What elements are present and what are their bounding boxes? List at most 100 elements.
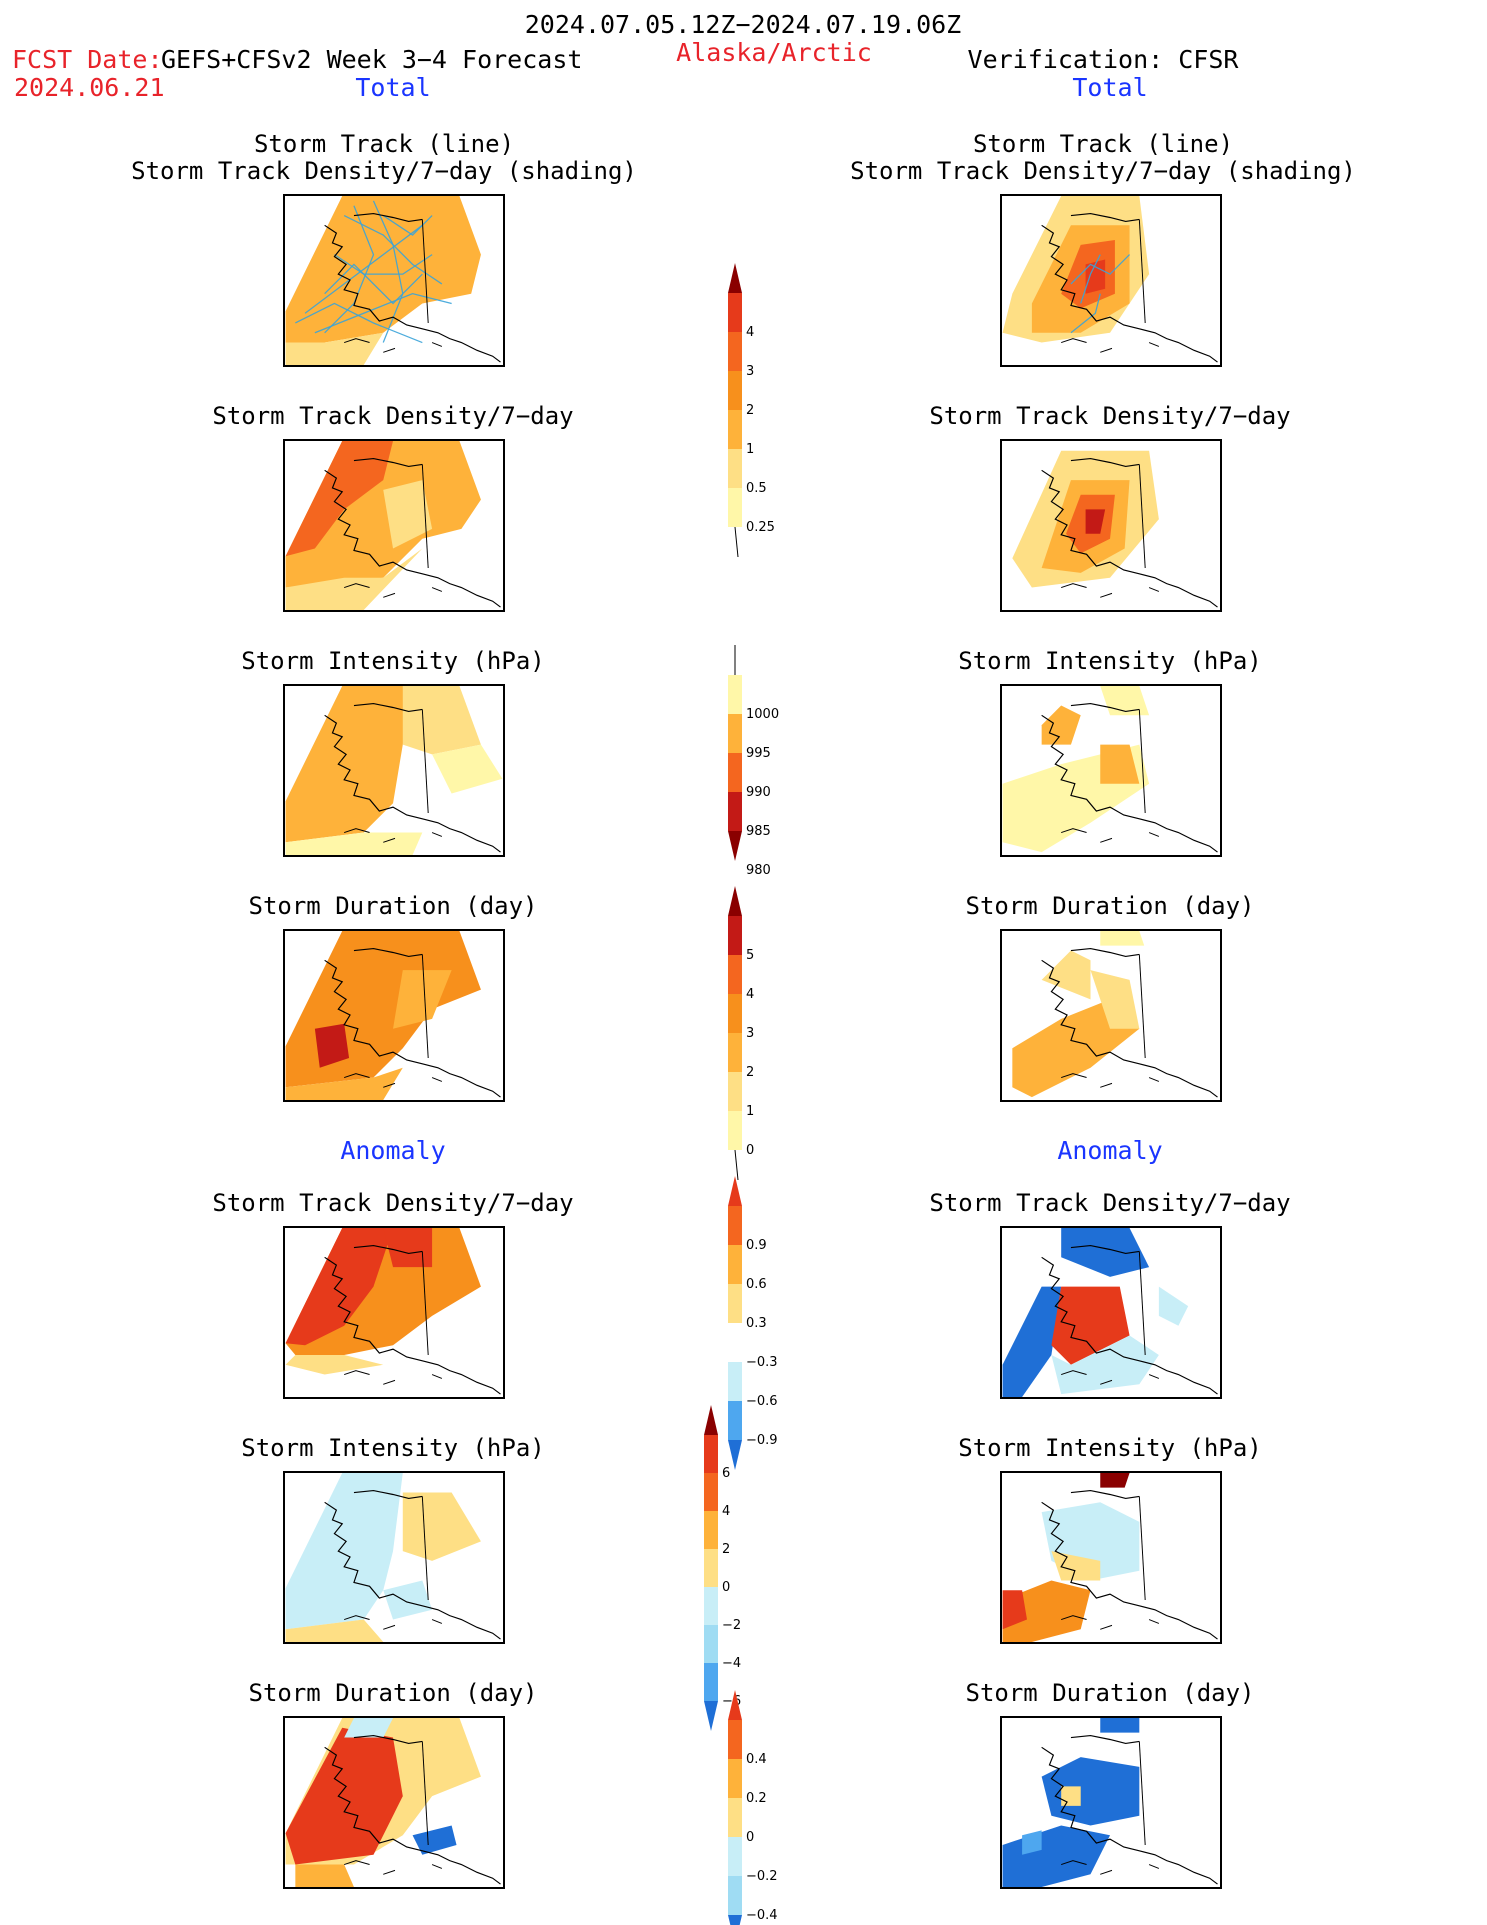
cb-intensity-anom-label-1: 4 bbox=[722, 1504, 730, 1519]
right-intensity-region-2 bbox=[1100, 744, 1140, 784]
cb-density-anom-label-2: 0.3 bbox=[746, 1316, 767, 1331]
right-anom-density-region-3 bbox=[1051, 1335, 1159, 1395]
right-anom-density-title: Storm Track Density/7−day bbox=[929, 1189, 1291, 1217]
left-density-coastline bbox=[324, 469, 501, 608]
right-track-shading-title: Storm Track Density/7−day (shading) bbox=[850, 157, 1356, 185]
map-right-anom-intensity-svg bbox=[1002, 1473, 1220, 1642]
cb-duration-anom-label-4: −0.4 bbox=[746, 1908, 778, 1923]
cb-intensity-anom-segment-1 bbox=[704, 1473, 718, 1511]
right-anom-density-region-2 bbox=[1051, 1286, 1130, 1365]
right-anom-duration-region-3 bbox=[1061, 1786, 1081, 1806]
cb-intensity-anom-top-arrow bbox=[704, 1405, 718, 1435]
map-right-density bbox=[1000, 439, 1222, 612]
left-total-label: Total bbox=[355, 73, 431, 102]
cb-density-total-top-arrow bbox=[728, 263, 742, 293]
cb-intensity-anom-label-3: 0 bbox=[722, 1580, 730, 1595]
region-label: Alaska/Arctic bbox=[676, 38, 872, 67]
left-track-line-title: Storm Track (line) bbox=[253, 130, 515, 158]
map-left-anom-intensity bbox=[283, 1471, 505, 1644]
map-left-anom-duration bbox=[283, 1716, 505, 1889]
map-left-duration bbox=[283, 929, 505, 1102]
left-anom-density-islands bbox=[344, 1370, 443, 1385]
right-intensity-border bbox=[1138, 709, 1146, 814]
left-anom-density-title: Storm Track Density/7−day bbox=[212, 1189, 574, 1217]
left-anom-density-region-1 bbox=[285, 1228, 394, 1346]
left-anom-intensity-title: Storm Intensity (hPa) bbox=[241, 1434, 545, 1462]
left-intensity-region-1 bbox=[402, 686, 481, 755]
colorbar-intensity-anom: 6 4 2 0 −2 −4 −6 bbox=[698, 1405, 768, 1731]
map-right-duration-svg bbox=[1002, 931, 1220, 1100]
left-track-track-1 bbox=[324, 205, 375, 334]
left-track-north-coast bbox=[353, 212, 423, 222]
right-intensity-islands bbox=[1061, 828, 1160, 843]
left-duration-region-2 bbox=[314, 1023, 350, 1068]
left-intensity-border bbox=[421, 709, 429, 814]
left-anom-duration-border bbox=[421, 1741, 429, 1846]
cb-density-anom-label-3: −0.3 bbox=[746, 1355, 778, 1370]
left-intensity-title: Storm Intensity (hPa) bbox=[241, 647, 545, 675]
map-left-anom-duration-svg bbox=[285, 1718, 503, 1887]
cb-duration-total-label-3: 2 bbox=[746, 1065, 754, 1080]
right-track-line-title: Storm Track (line) bbox=[972, 130, 1234, 158]
cb-density-anom-segment-2 bbox=[728, 1284, 742, 1323]
cb-intensity-total-segment-2 bbox=[728, 753, 742, 792]
right-anomaly-label: Anomaly bbox=[1057, 1136, 1163, 1165]
right-intensity-region-0 bbox=[1041, 705, 1081, 745]
cb-intensity-anom-segment-0 bbox=[704, 1435, 718, 1473]
left-track-region-0 bbox=[285, 196, 481, 343]
cb-duration-total-segment-2 bbox=[728, 994, 742, 1033]
right-anom-density-coastline bbox=[1041, 1256, 1218, 1395]
map-left-intensity bbox=[283, 684, 505, 857]
right-anom-intensity-region-3 bbox=[1002, 1580, 1091, 1642]
left-density-north-coast bbox=[353, 457, 423, 467]
left-track-shading-title: Storm Track Density/7−day (shading) bbox=[131, 157, 637, 185]
cb-duration-total-label-4: 1 bbox=[746, 1104, 754, 1119]
right-anom-intensity-region-2 bbox=[1051, 1551, 1101, 1581]
map-right-anom-density bbox=[1000, 1226, 1222, 1399]
cb-duration-anom-label-1: 0.2 bbox=[746, 1791, 767, 1806]
cb-intensity-total-label-4: 980 bbox=[746, 863, 771, 878]
left-track-track-5 bbox=[334, 254, 433, 275]
right-anom-duration-border bbox=[1138, 1741, 1146, 1846]
left-anom-intensity-islands bbox=[344, 1615, 443, 1630]
left-intensity-north-coast bbox=[353, 702, 423, 712]
cb-intensity-total-bottom-arrow bbox=[728, 831, 742, 861]
left-density-border bbox=[421, 464, 429, 569]
left-anom-duration-coastline bbox=[324, 1746, 501, 1885]
colorbar-intensity-total: 1000 995 990 985 980 bbox=[722, 645, 782, 885]
left-anom-duration-title: Storm Duration (day) bbox=[248, 1679, 538, 1707]
right-intensity-coastline bbox=[1041, 714, 1218, 853]
cb-density-total-segment-5 bbox=[728, 488, 742, 527]
map-left-track bbox=[283, 194, 505, 367]
right-anom-intensity-islands bbox=[1061, 1615, 1160, 1630]
colorbar-density-total: 4 3 2 1 0.5 0.25 bbox=[722, 263, 782, 558]
left-density-region-2 bbox=[285, 548, 423, 610]
right-anom-duration-coastline bbox=[1041, 1746, 1218, 1885]
right-duration-north-coast bbox=[1070, 947, 1140, 957]
right-duration-coastline bbox=[1041, 959, 1218, 1098]
left-duration-region-1 bbox=[393, 970, 452, 1029]
left-anom-duration-islands bbox=[344, 1860, 443, 1875]
cb-duration-total-label-0: 5 bbox=[746, 948, 754, 963]
left-track-track-4 bbox=[372, 200, 404, 343]
left-duration-region-3 bbox=[285, 1067, 403, 1100]
map-right-intensity-svg bbox=[1002, 686, 1220, 855]
cb-duration-total-label-2: 3 bbox=[746, 1026, 754, 1041]
right-intensity-north-coast bbox=[1070, 702, 1140, 712]
left-intensity-region-0 bbox=[285, 686, 413, 843]
cb-duration-anom-bottom-arrow bbox=[728, 1915, 742, 1925]
cb-duration-total-segment-1 bbox=[728, 955, 742, 994]
right-track-north-coast bbox=[1070, 212, 1140, 222]
cb-density-total-segment-3 bbox=[728, 410, 742, 449]
cb-duration-anom-label-3: −0.2 bbox=[746, 1869, 778, 1884]
right-anom-intensity-region-0 bbox=[1100, 1473, 1130, 1488]
left-anom-duration-region-3 bbox=[412, 1825, 457, 1855]
cb-duration-total-segment-4 bbox=[728, 1072, 742, 1111]
map-left-anom-density bbox=[283, 1226, 505, 1399]
right-density-region-3 bbox=[1085, 509, 1106, 534]
right-duration-islands bbox=[1061, 1073, 1160, 1088]
right-anom-duration-islands bbox=[1061, 1860, 1160, 1875]
left-anom-density-border bbox=[421, 1251, 429, 1356]
left-track-track-3 bbox=[314, 293, 452, 334]
cb-intensity-anom-segment-4 bbox=[704, 1587, 718, 1625]
